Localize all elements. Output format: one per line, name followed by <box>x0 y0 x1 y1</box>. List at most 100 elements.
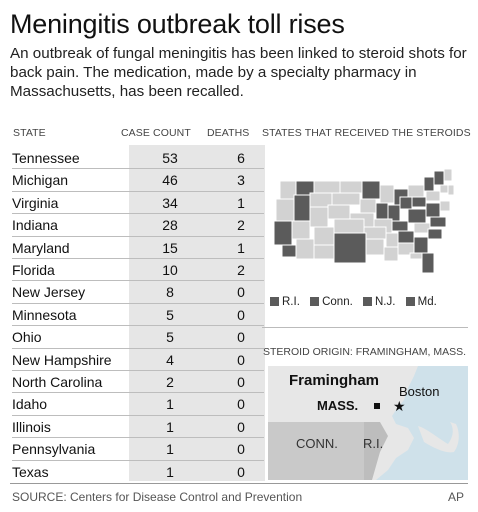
deaths-cell: 0 <box>237 418 245 435</box>
row-divider <box>12 302 264 304</box>
column-header-state: STATE <box>13 127 46 139</box>
map-state-shape <box>359 198 377 214</box>
deaths-cell: 6 <box>237 150 245 166</box>
map-state-shape <box>413 222 431 234</box>
map-state-shape <box>363 226 387 240</box>
row-divider <box>12 414 264 416</box>
origin-map: ★ <box>268 366 468 480</box>
state-cell: Florida <box>12 262 55 278</box>
map-state-shape <box>275 198 295 222</box>
legend-swatch <box>270 297 279 306</box>
state-cell: New Jersey <box>12 284 86 301</box>
map-title: STATES THAT RECEIVED THE STEROIDS <box>262 127 471 139</box>
table-row: Virginia 34 1 <box>12 192 264 214</box>
deaths-cell: 0 <box>237 463 245 480</box>
us-map <box>273 168 455 274</box>
deaths-cell: 0 <box>237 351 245 368</box>
connecticut-land <box>268 422 364 480</box>
state-cell: Virginia <box>12 194 59 211</box>
deaths-cell: 3 <box>237 172 245 189</box>
deaths-cell: 2 <box>237 262 245 278</box>
case-count-cell: 1 <box>166 441 174 458</box>
deaths-cell: 2 <box>237 217 245 234</box>
case-count-cell: 53 <box>162 150 178 166</box>
origin-map-title: STEROID ORIGIN: FRAMINGHAM, MASS. <box>263 346 467 358</box>
table-row: Texas 1 0 <box>12 461 264 483</box>
table-row: New Jersey 8 0 <box>12 281 264 303</box>
state-cell: Michigan <box>12 172 69 189</box>
case-count-cell: 28 <box>162 217 178 234</box>
map-state-shape <box>391 220 409 232</box>
deaths-column-shade <box>209 145 265 481</box>
case-count-cell: 5 <box>166 306 174 323</box>
map-state-shape <box>313 180 341 194</box>
map-legend: R.I. Conn. N.J. Md. <box>270 296 470 308</box>
table-row: Maryland 15 1 <box>12 237 264 259</box>
table-row: Idaho 1 0 <box>12 393 264 415</box>
row-divider <box>12 235 264 237</box>
row-divider <box>12 392 264 394</box>
footer-rule <box>10 483 468 484</box>
map-state-shape <box>295 238 315 260</box>
boston-label: Boston <box>399 384 440 399</box>
row-divider <box>12 168 264 170</box>
map-state-shape <box>407 184 425 198</box>
map-state-shape <box>339 180 363 194</box>
map-state-shape <box>425 190 441 202</box>
map-state-shape <box>385 232 399 248</box>
table-row: Michigan 46 3 <box>12 169 264 191</box>
row-divider <box>12 347 264 349</box>
source-note: SOURCE: Centers for Disease Control and … <box>12 490 303 504</box>
legend-item-ri: R.I. <box>270 296 300 308</box>
map-state-shape <box>443 168 453 182</box>
case-count-column-shade <box>129 145 211 481</box>
map-state-shape <box>281 244 297 258</box>
chart-title: Meningitis outbreak toll rises <box>10 9 345 39</box>
legend-label-md: Md. <box>417 296 437 308</box>
map-state-shape <box>421 252 435 274</box>
deaths-cell: 1 <box>237 194 245 211</box>
table-row: Florida 10 2 <box>12 259 264 281</box>
row-divider <box>12 213 264 215</box>
table-row: North Carolina 2 0 <box>12 371 264 393</box>
legend-item-conn: Conn. <box>310 296 353 308</box>
map-state-shape <box>447 184 455 196</box>
rhode-island-land <box>364 422 388 480</box>
map-state-shape <box>331 192 361 206</box>
map-state-shape <box>293 194 311 222</box>
map-state-shape <box>425 202 441 218</box>
case-count-cell: 1 <box>166 418 174 435</box>
map-state-shape <box>423 176 435 192</box>
row-divider <box>12 325 264 327</box>
case-count-cell: 2 <box>166 374 174 390</box>
legend-swatch <box>310 297 320 306</box>
ri-label: R.I. <box>363 436 384 451</box>
state-cell: Indiana <box>12 217 58 234</box>
deaths-cell: 0 <box>237 329 245 346</box>
map-state-shape <box>397 230 415 244</box>
map-state-shape <box>407 208 427 224</box>
map-state-shape <box>291 220 311 240</box>
legend-label-ri: R.I. <box>282 296 300 308</box>
legend-swatch <box>405 297 415 306</box>
map-state-shape <box>333 218 365 234</box>
state-cell: Illinois <box>12 418 51 435</box>
table-row: Tennessee 53 6 <box>12 147 264 169</box>
map-divider <box>262 327 468 328</box>
state-cell: Pennsylvania <box>12 441 96 458</box>
deaths-cell: 0 <box>237 396 245 413</box>
legend-label-nj: N.J. <box>374 296 396 308</box>
map-state-shape <box>313 226 335 246</box>
row-divider <box>12 190 264 192</box>
table-row: Illinois 1 0 <box>12 416 264 438</box>
state-cell: Tennessee <box>12 150 80 166</box>
map-state-shape <box>429 216 447 228</box>
map-state-shape <box>413 236 429 254</box>
case-count-cell: 4 <box>166 351 174 368</box>
boston-star-icon: ★ <box>393 398 406 414</box>
case-count-cell: 46 <box>162 172 178 189</box>
framingham-marker <box>374 403 380 409</box>
map-state-shape <box>439 200 451 212</box>
map-state-shape <box>379 184 395 204</box>
map-state-shape <box>375 202 389 220</box>
